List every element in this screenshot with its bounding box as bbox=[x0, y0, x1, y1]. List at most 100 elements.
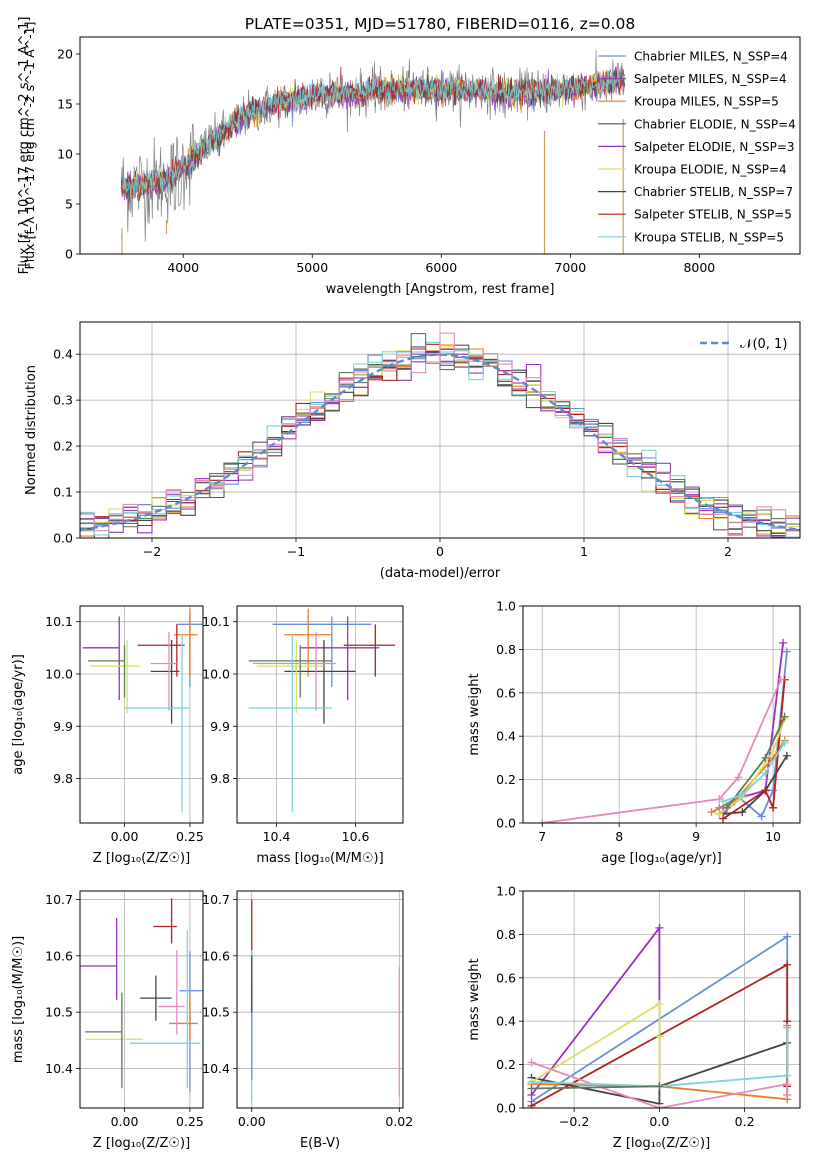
series-line-8 bbox=[722, 742, 786, 803]
y-axis-label: mass weight bbox=[467, 673, 482, 755]
series-marker-6 bbox=[722, 803, 731, 812]
series-marker-8 bbox=[780, 738, 789, 747]
x-tick-label: 0.00 bbox=[111, 1114, 139, 1129]
series-marker-7 bbox=[783, 1023, 792, 1032]
x-tick-label: 10.4 bbox=[263, 829, 291, 844]
y-tick-label: 10 bbox=[57, 147, 73, 162]
y-tick-label: 9.9 bbox=[210, 719, 230, 734]
x-tick-label: 0.2 bbox=[735, 1114, 755, 1129]
series-marker-8 bbox=[719, 797, 728, 806]
x-tick-label: 0.00 bbox=[238, 1114, 266, 1129]
y-tick-label: 10.7 bbox=[202, 892, 230, 907]
legend-entry: Kroupa STELIB, N_SSP=5 bbox=[634, 230, 784, 244]
series-marker-4 bbox=[783, 960, 792, 969]
x-axis-label: age [log₁₀(age/yr)] bbox=[601, 851, 722, 866]
series-line-5 bbox=[718, 718, 786, 816]
y-tick-label: 10.5 bbox=[202, 1005, 230, 1020]
plot-frame bbox=[236, 605, 404, 824]
y-tick-label: 10.6 bbox=[45, 948, 73, 963]
x-tick-label: −0.2 bbox=[559, 1114, 589, 1129]
x-tick-label: 6000 bbox=[425, 260, 457, 275]
x-tick-label: 10.6 bbox=[342, 829, 370, 844]
figure-title: PLATE=0351, MJD=51780, FIBERID=0116, z=0… bbox=[245, 15, 635, 33]
y-tick-label: 9.9 bbox=[53, 719, 73, 734]
y-tick-label: 1.0 bbox=[496, 884, 516, 899]
y-tick-label: 0.1 bbox=[53, 485, 73, 500]
x-tick-label: 0.25 bbox=[176, 1114, 204, 1129]
y-tick-label: 10.7 bbox=[45, 892, 73, 907]
plot-frame bbox=[522, 605, 801, 824]
mass-vs-EBV-panel: 0.00 0.02 10.4 10.5 10.6 10.7 E(B-V) bbox=[202, 890, 413, 1151]
y-tick-label: 0.4 bbox=[496, 1014, 516, 1029]
y-tick-label: 10.0 bbox=[202, 666, 230, 681]
series-marker-5 bbox=[715, 810, 724, 819]
x-tick-label: 10 bbox=[765, 829, 781, 844]
legend-entry: Chabrier ELODIE, N_SSP=4 bbox=[634, 117, 796, 131]
y-tick-label: 0.0 bbox=[496, 816, 516, 831]
x-tick-label: 4000 bbox=[167, 260, 199, 275]
series-marker-4 bbox=[527, 1101, 536, 1108]
spectrum-panel: 4000 5000 6000 7000 8000 0 5 10 15 20 wavelength [… bbox=[17, 17, 801, 297]
y-tick-label: 1.0 bbox=[496, 599, 516, 614]
series-line-7 bbox=[542, 679, 782, 823]
series-line-7 bbox=[531, 1027, 789, 1088]
x-tick-label: 0.00 bbox=[111, 829, 139, 844]
y-tick-label: 10.1 bbox=[202, 614, 230, 629]
y-tick-label: 0.2 bbox=[496, 1057, 516, 1072]
x-tick-label: 0.0 bbox=[649, 1114, 669, 1129]
series-marker-6 bbox=[527, 1058, 536, 1067]
y-tick-label: 0.4 bbox=[53, 347, 73, 362]
y-tick-label: 9.8 bbox=[53, 771, 73, 786]
series-marker-3 bbox=[738, 808, 747, 817]
series-marker-2 bbox=[707, 808, 716, 817]
normal-curve bbox=[80, 353, 800, 532]
series-marker-8 bbox=[527, 1084, 536, 1093]
series-marker-0 bbox=[783, 932, 792, 941]
series-line-6 bbox=[531, 1061, 789, 1108]
y-tick-label: 15 bbox=[57, 97, 73, 112]
series-marker-7 bbox=[776, 675, 785, 684]
y-axis-label: mass weight bbox=[467, 958, 482, 1040]
series-marker-4 bbox=[761, 786, 770, 795]
x-axis-label: wavelength [Angstrom, rest frame] bbox=[326, 282, 555, 297]
spectrum-lines bbox=[120, 49, 625, 254]
series-marker-8 bbox=[738, 790, 747, 799]
legend-entry: Kroupa MILES, N_SSP=5 bbox=[634, 95, 779, 109]
residuals-panel: −2 −1 0 1 2 0.0 0.1 0.2 0.3 0.4 (data-model)/error… bbox=[24, 321, 801, 581]
errorbars bbox=[251, 899, 400, 1103]
y-axis-label: Flux [f_λ 10^-17 erg cm^-2 s^-1 A^-1] bbox=[22, 22, 37, 270]
x-axis-label: E(B-V) bbox=[300, 1136, 340, 1151]
plot-frame bbox=[79, 605, 204, 824]
series-marker-8 bbox=[761, 769, 770, 778]
legend-entry-normal: 𝒩(0, 1) bbox=[740, 337, 787, 352]
series-lines bbox=[538, 638, 791, 823]
legend-entry: Chabrier MILES, N_SSP=4 bbox=[634, 50, 788, 64]
legend-entry: Salpeter MILES, N_SSP=4 bbox=[634, 72, 787, 86]
y-tick-label: 9.8 bbox=[210, 771, 230, 786]
y-tick-label: 10.4 bbox=[202, 1061, 230, 1076]
x-axis-label: Z [log₁₀(Z/Z☉)] bbox=[93, 1136, 190, 1151]
series-line-5 bbox=[531, 1002, 661, 1087]
errorbars bbox=[82, 608, 203, 813]
series-marker-0 bbox=[757, 812, 766, 821]
series-marker-6 bbox=[783, 1090, 792, 1099]
y-tick-label: 10.4 bbox=[45, 1061, 73, 1076]
x-tick-label: 2 bbox=[724, 544, 732, 559]
series-marker-7 bbox=[783, 1071, 792, 1080]
x-tick-label: −2 bbox=[143, 544, 161, 559]
series-marker-1 bbox=[655, 923, 664, 932]
y-axis-label: Normed distribution bbox=[24, 365, 39, 495]
x-tick-label: 8000 bbox=[683, 260, 715, 275]
plot-frame bbox=[79, 890, 204, 1109]
errorbars bbox=[80, 898, 203, 1093]
legend-entry: Chabrier STELIB, N_SSP=7 bbox=[634, 185, 793, 199]
series-marker-8 bbox=[655, 1082, 664, 1091]
y-axis-label: mass [log₁₀(M/M☉)] bbox=[11, 936, 26, 1063]
x-tick-label: 5000 bbox=[296, 260, 328, 275]
x-axis-label: (data-model)/error bbox=[380, 566, 501, 581]
series-marker-4 bbox=[719, 814, 728, 823]
errorbars bbox=[248, 608, 396, 813]
series-marker-5 bbox=[655, 999, 664, 1008]
y-tick-label: 10.1 bbox=[45, 614, 73, 629]
